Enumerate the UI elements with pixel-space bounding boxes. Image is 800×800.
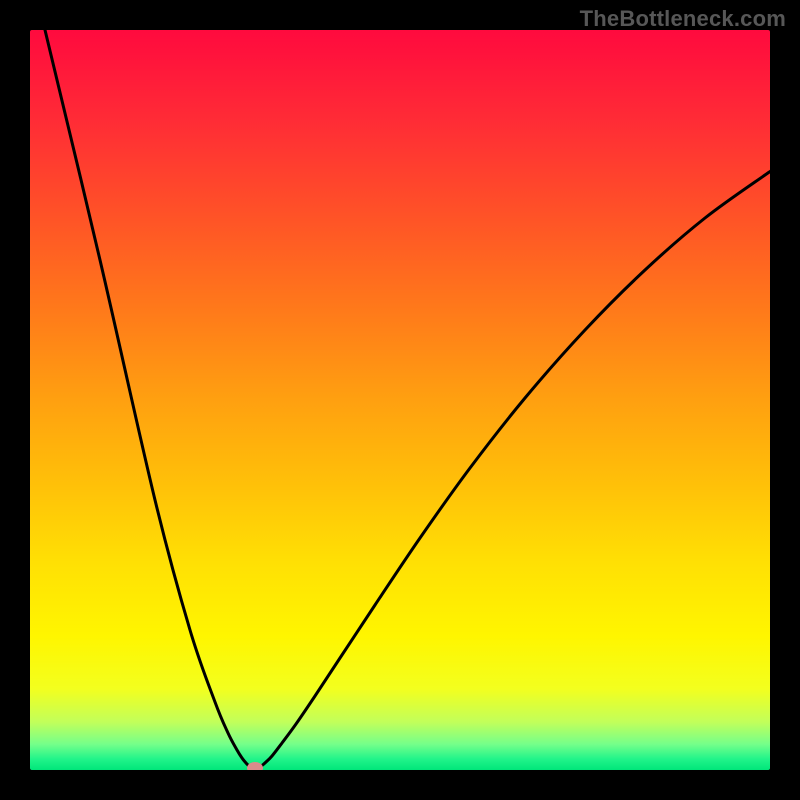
plot-area bbox=[30, 30, 770, 770]
chart-frame: TheBottleneck.com bbox=[0, 0, 800, 800]
gradient-background bbox=[30, 30, 770, 770]
plot-svg bbox=[30, 30, 770, 770]
watermark-text: TheBottleneck.com bbox=[580, 6, 786, 32]
